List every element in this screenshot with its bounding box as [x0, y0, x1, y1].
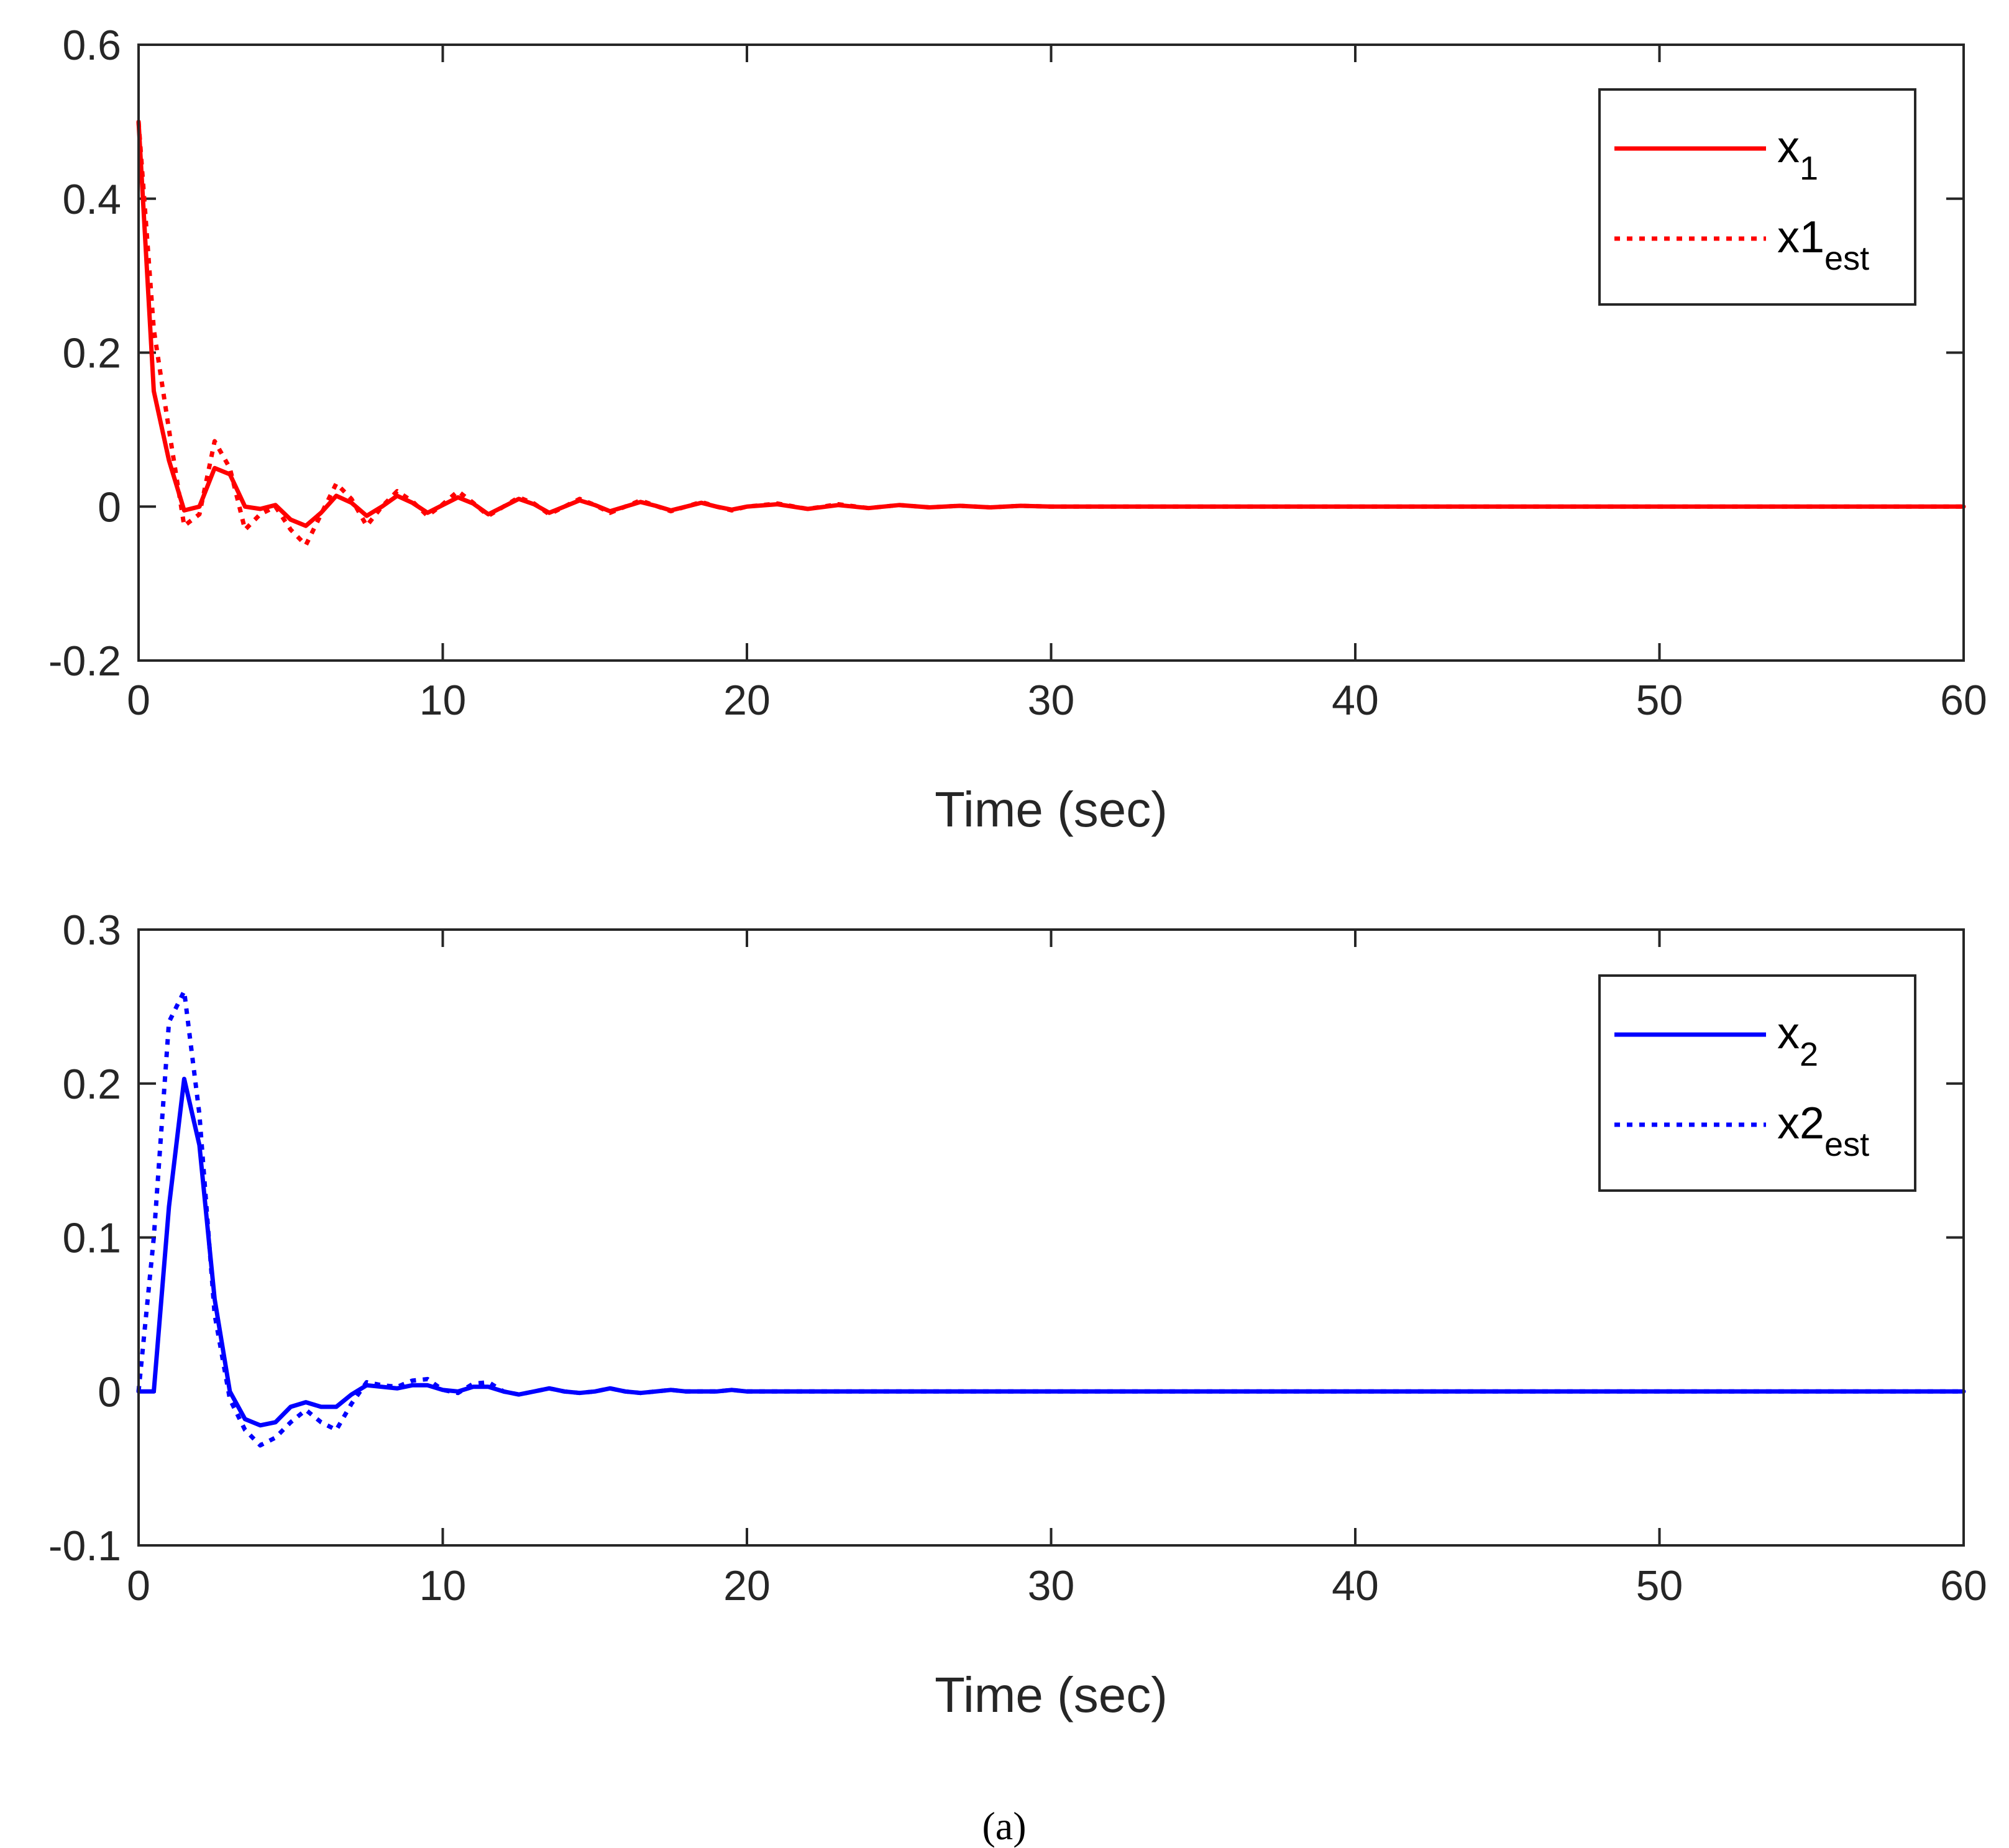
x-tick-label: 40 — [1332, 1562, 1379, 1609]
legend-label: x1 — [1777, 122, 1818, 187]
y-tick-label: 0.2 — [62, 330, 121, 377]
x-tick-label: 60 — [1940, 677, 1987, 724]
legend-box — [1598, 974, 1916, 1192]
x-tick-label: 10 — [419, 1562, 467, 1609]
y-tick-label: 0.1 — [62, 1215, 121, 1262]
legend-label-main: x1 — [1777, 213, 1824, 262]
y-tick-label: -0.1 — [48, 1522, 121, 1570]
legend-label-main: x — [1777, 122, 1800, 172]
legend-label: x1est — [1777, 213, 1869, 277]
series-line-x2-est — [136, 989, 1964, 1448]
figure-caption: (a) — [982, 1804, 1026, 1848]
x-tick-label: 60 — [1940, 1562, 1987, 1609]
y-tick-label: 0.3 — [62, 907, 121, 954]
legend-label-main: x — [1777, 1009, 1800, 1058]
legend-label-main: x2 — [1777, 1099, 1824, 1148]
x-tick-label: 20 — [723, 1562, 771, 1609]
x-axis-title: Time (sec) — [935, 782, 1168, 837]
legend-label-subscript: est — [1824, 240, 1869, 277]
x-axis-title: Time (sec) — [935, 1667, 1168, 1722]
legend-label-subscript: 1 — [1800, 150, 1818, 187]
axes-box — [137, 928, 1965, 1547]
x-tick-label: 50 — [1636, 1562, 1683, 1609]
legend-box — [1598, 88, 1916, 306]
y-tick-label: 0.4 — [62, 176, 121, 223]
y-tick-label: 0.2 — [62, 1061, 121, 1108]
x-tick-label: 40 — [1332, 677, 1379, 724]
x-tick-label: 0 — [127, 1562, 150, 1609]
x-tick-label: 30 — [1028, 677, 1075, 724]
y-tick-label: 0 — [98, 1368, 121, 1416]
x-tick-label: 50 — [1636, 677, 1683, 724]
x-tick-label: 20 — [723, 677, 771, 724]
y-tick-label: 0.6 — [62, 22, 121, 69]
x-tick-label: 0 — [127, 677, 150, 724]
axes-box — [137, 43, 1965, 662]
legend-label: x2 — [1777, 1009, 1818, 1073]
x-tick-label: 30 — [1028, 1562, 1075, 1609]
y-tick-label: 0 — [98, 483, 121, 531]
y-tick-label: -0.2 — [48, 638, 121, 685]
x-tick-label: 10 — [419, 677, 467, 724]
series-line-x1-est — [136, 121, 1964, 547]
legend-label-subscript: est — [1824, 1126, 1869, 1163]
legend-label-subscript: 2 — [1800, 1036, 1818, 1073]
legend-label: x2est — [1777, 1099, 1869, 1163]
